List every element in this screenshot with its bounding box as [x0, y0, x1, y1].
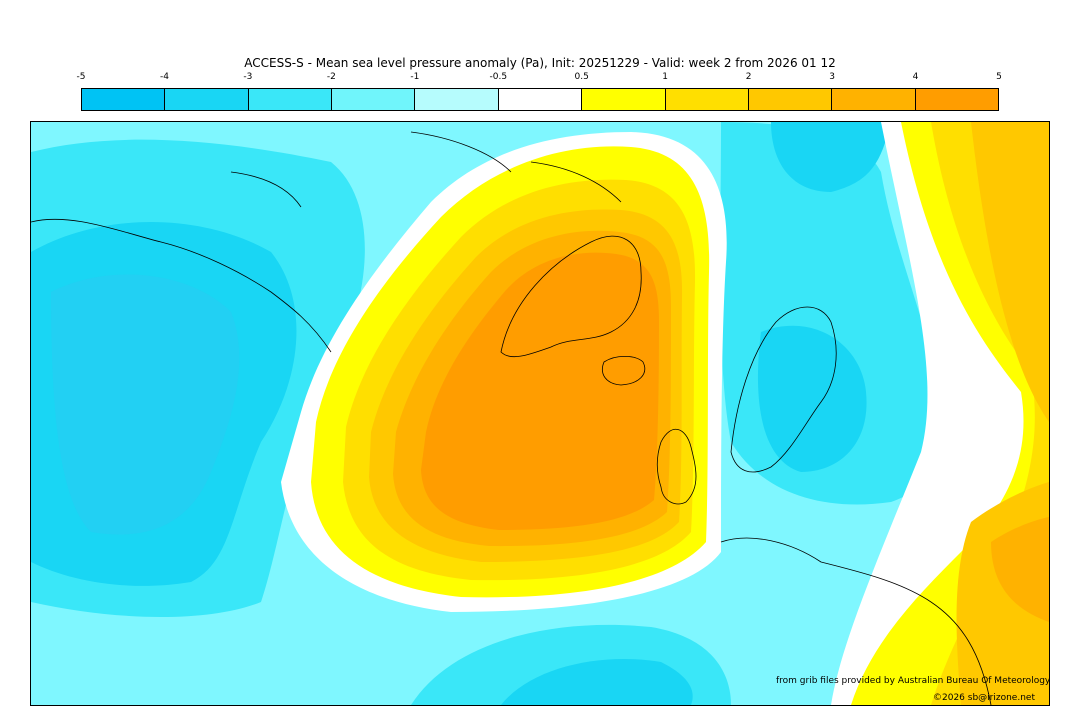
- colorbar-tick-label: 1: [662, 72, 669, 82]
- negative-anomaly-east-inner: [757, 325, 867, 472]
- colorbar-swatch-7: [665, 89, 749, 110]
- iceland-coast: [602, 355, 646, 386]
- colorbar-tick-label: 5: [996, 72, 1002, 82]
- colorbar-tick-label: -3: [243, 72, 253, 82]
- coastlines: [31, 131, 992, 705]
- arctic-islands-coast: [230, 131, 622, 208]
- colorbar-swatch-8: [748, 89, 833, 110]
- colorbar-swatch-4: [415, 89, 499, 110]
- colorbar-tick-label: -1: [410, 72, 420, 82]
- positive-anomaly-southeast-3: [991, 517, 1049, 622]
- colorbar-tick-label: -5: [76, 72, 86, 82]
- colorbar-tick-label: -4: [159, 72, 169, 82]
- copyright-credit: ©2026 sb@irizone.net: [933, 693, 1035, 703]
- colorbar-tick-label: -0.5: [489, 72, 508, 82]
- colorbar-tick-label: 3: [829, 72, 835, 82]
- colorbar-swatch-5: [498, 89, 583, 110]
- colorbar-swatch-3: [332, 89, 416, 110]
- colorbar-swatch-10: [915, 89, 998, 110]
- colorbar-tick-label: -2: [326, 72, 336, 82]
- colorbar-swatch-1: [165, 89, 249, 110]
- north-america-coast: [31, 218, 332, 353]
- scandinavia-coast: [730, 306, 837, 473]
- negative-anomaly-south-inner: [501, 658, 693, 705]
- colorbar-tick-label: 0.5: [574, 72, 589, 82]
- positive-anomaly-central-4: [421, 252, 659, 530]
- colorbar-tick-label: 2: [745, 72, 752, 82]
- colorbar-swatch-9: [832, 89, 916, 110]
- pressure-anomaly-map: [30, 121, 1050, 706]
- negative-anomaly-north: [771, 122, 891, 192]
- colorbar-swatch-2: [248, 89, 333, 110]
- colorbar-swatch-0: [82, 89, 166, 110]
- data-source-credit: from grib files provided by Australian B…: [776, 676, 1051, 686]
- europe-coast: [720, 537, 992, 705]
- colorbar-swatch-6: [582, 89, 666, 110]
- map-title: ACCESS-S - Mean sea level pressure anoma…: [244, 56, 836, 70]
- negative-anomaly-west-inner: [51, 274, 240, 535]
- positive-anomaly-east-2: [971, 122, 1049, 422]
- colorbar-legend: [81, 88, 999, 111]
- colorbar-tick-label: 4: [912, 72, 919, 82]
- greenland-coast: [500, 235, 642, 358]
- british-isles-coast: [656, 429, 697, 505]
